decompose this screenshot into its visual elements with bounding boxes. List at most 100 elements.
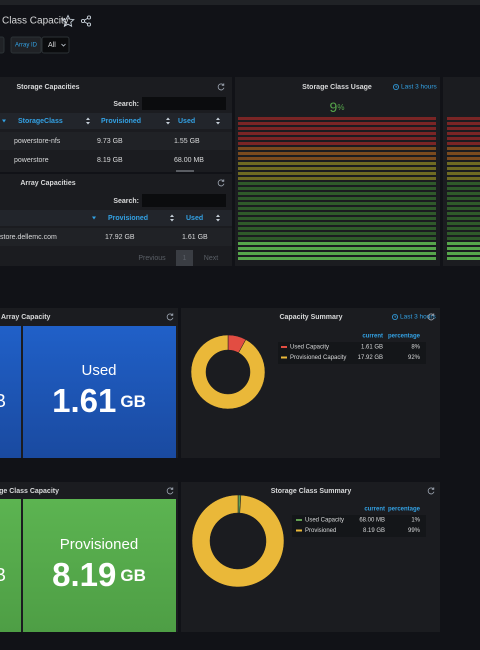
refresh-icon[interactable]	[217, 83, 225, 91]
gauge-cell	[447, 137, 480, 140]
variable-dropdown[interactable]	[41, 36, 70, 54]
stat-label: Provisioned	[60, 536, 138, 553]
gauge-cell	[447, 167, 480, 170]
search-input[interactable]	[142, 194, 226, 207]
column-header[interactable]: Provisioned	[101, 118, 141, 125]
gauge-cell	[447, 187, 480, 190]
pagination-next[interactable]: Next	[204, 255, 218, 262]
table-cell: powerstore	[14, 157, 49, 164]
legend-swatch	[296, 519, 302, 521]
gauge-cell	[447, 122, 480, 125]
column-header[interactable]: Provisioned	[108, 215, 148, 222]
gauge-cell	[447, 197, 480, 200]
column-header[interactable]: Used	[186, 215, 203, 222]
legend-header[interactable]: current	[364, 507, 385, 513]
gauge-cell	[238, 127, 436, 130]
gauge-cell	[238, 182, 436, 185]
share-icon[interactable]	[80, 15, 92, 27]
gauge-unit: %	[337, 103, 344, 112]
sort-icon[interactable]	[166, 117, 170, 125]
clock-hand	[394, 315, 397, 318]
gauge-cell	[447, 227, 480, 230]
gauge-cell	[238, 177, 436, 180]
refresh-icon[interactable]	[427, 313, 435, 321]
panel-title: Storage Class Usage	[302, 84, 372, 91]
refresh-icon[interactable]	[217, 179, 225, 187]
legend-name[interactable]: Used Capacity	[290, 345, 329, 351]
star-icon[interactable]	[61, 14, 75, 28]
search-label: Search:	[113, 101, 139, 108]
gauge-cell	[238, 222, 436, 225]
stat-unit: GB	[0, 391, 6, 411]
stat-number: 8.19	[52, 556, 116, 593]
content: Class Capacity Array ID All Storage Capacit…	[0, 16, 480, 593]
refresh-icon[interactable]	[166, 313, 174, 321]
table-header	[0, 113, 232, 129]
table-cell: 17.92 GB	[105, 234, 135, 241]
time-range[interactable]: Last 3 hours	[401, 84, 438, 91]
stat-background	[23, 499, 176, 632]
gauge-cell	[238, 242, 436, 245]
gauge-cell	[447, 177, 480, 180]
sort-icon[interactable]	[86, 117, 90, 125]
pie-slice[interactable]	[190, 334, 266, 410]
gauge-cell	[447, 157, 480, 160]
gauge-cell	[238, 147, 436, 150]
sort-icon[interactable]	[170, 214, 174, 222]
legend-percentage: 8%	[411, 345, 420, 351]
gauge-cell	[447, 172, 480, 175]
stat-unit: GB	[120, 392, 146, 411]
sort-icon[interactable]	[216, 117, 220, 125]
search-input[interactable]	[142, 97, 226, 110]
sort-icon[interactable]	[216, 214, 220, 222]
gauge-cell	[238, 187, 436, 190]
gauge-cell	[447, 252, 480, 255]
gauge-cell	[447, 217, 480, 220]
gauge-cell	[447, 247, 480, 250]
gauge-cell	[238, 152, 436, 155]
legend-swatch	[296, 529, 302, 532]
gauge-cell	[447, 207, 480, 210]
table-cell: powerstore-nfs	[14, 138, 61, 145]
gauge-cell	[238, 257, 436, 260]
gauge-value: 9%	[330, 99, 345, 115]
panel-title: Storage Capacities	[16, 84, 79, 91]
gauge-cell	[447, 212, 480, 215]
gauge-cell	[238, 192, 436, 195]
sort-icon[interactable]	[2, 119, 6, 123]
refresh-icon[interactable]	[166, 487, 174, 495]
clock-icon	[392, 84, 399, 91]
legend-name[interactable]: Used Capacity	[305, 518, 344, 524]
legend-name[interactable]: Provisioned	[305, 528, 336, 534]
panel-title: Array Capacity	[1, 314, 51, 321]
gauge-cell	[447, 147, 480, 150]
time-range[interactable]: Last 3 hours	[400, 314, 437, 321]
refresh-icon[interactable]	[427, 487, 435, 495]
gauge-cell	[447, 232, 480, 235]
table-cell: 9.73 GB	[97, 138, 123, 145]
gauge-cell	[238, 247, 436, 250]
page-button[interactable]	[176, 250, 193, 266]
pagination-page[interactable]: 1	[183, 255, 187, 262]
sort-icon[interactable]	[92, 216, 96, 220]
column-header[interactable]: StorageClass	[18, 118, 63, 125]
variable-value[interactable]: All	[48, 42, 56, 49]
legend-header[interactable]: current	[362, 334, 383, 340]
pie-slice[interactable]	[191, 494, 285, 588]
gauge-cell	[238, 132, 436, 135]
column-header[interactable]: Used	[178, 118, 195, 125]
pagination-previous[interactable]: Previous	[138, 255, 166, 262]
variable-label: Array ID	[15, 43, 38, 49]
stat-background	[0, 499, 21, 632]
legend-percentage: 1%	[411, 518, 420, 524]
stat-background	[0, 326, 21, 458]
legend-header[interactable]: percentage	[388, 507, 421, 513]
gauge-cell	[238, 142, 436, 145]
legend-name[interactable]: Provisioned Capacity	[290, 355, 346, 361]
time-button[interactable]	[0, 36, 5, 54]
gauge-cell	[238, 207, 436, 210]
panel-title: Array Capacities	[20, 180, 75, 187]
legend-header[interactable]: percentage	[388, 334, 421, 340]
gauge-cell	[238, 237, 436, 240]
